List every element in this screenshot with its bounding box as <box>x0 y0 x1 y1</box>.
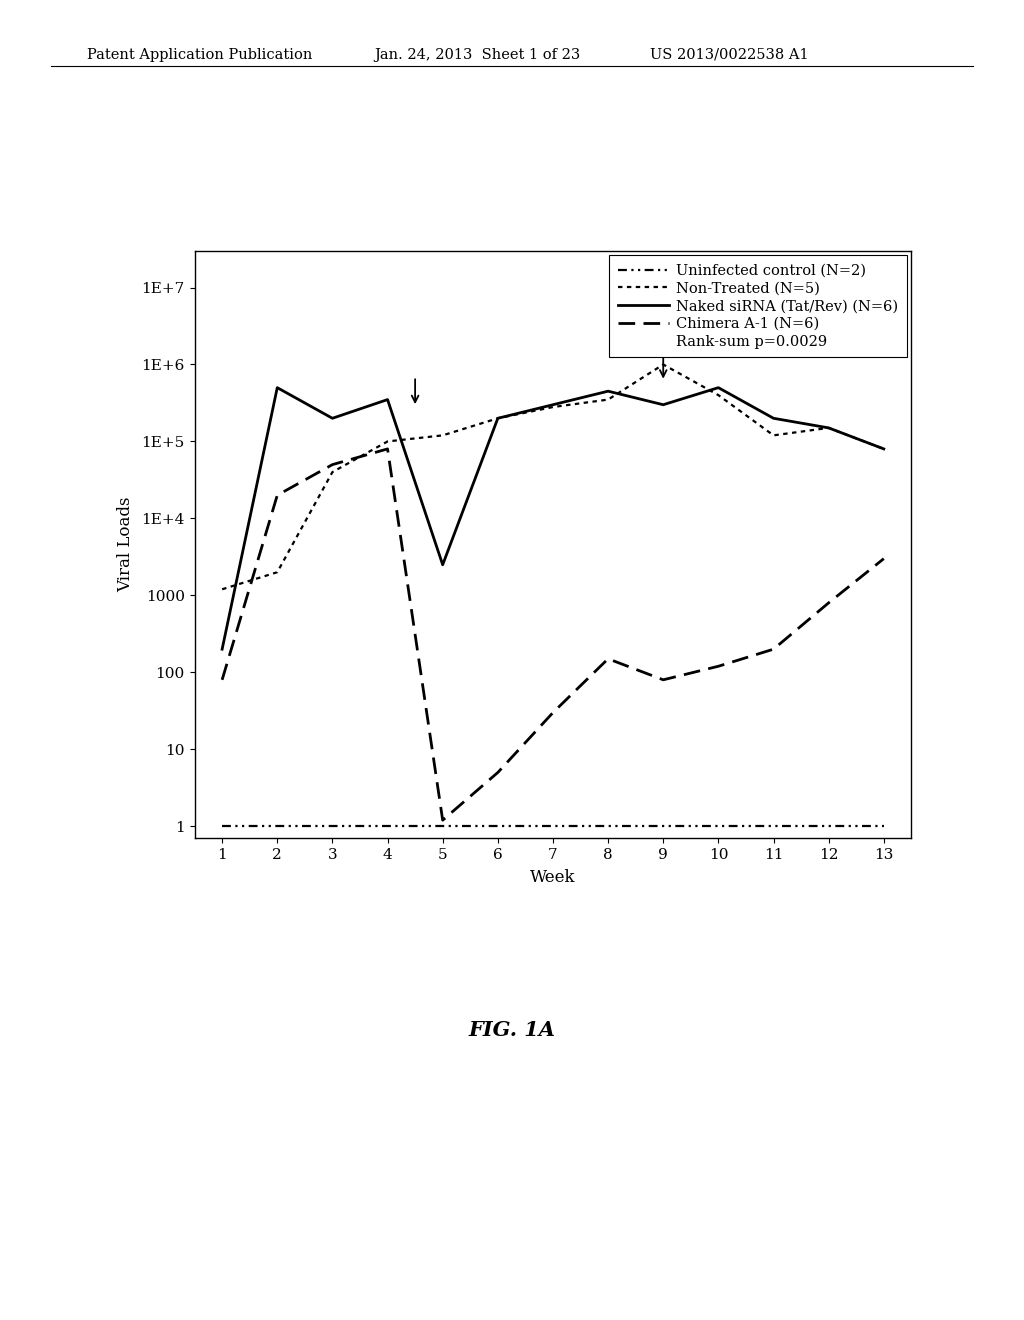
Uninfected control (N=2) <box>767 818 779 834</box>
Text: Jan. 24, 2013  Sheet 1 of 23: Jan. 24, 2013 Sheet 1 of 23 <box>374 48 580 62</box>
Naked siRNA (Tat/Rev) (N=6) <box>327 411 339 426</box>
Legend: Uninfected control (N=2), Non-Treated (N=5), Naked siRNA (Tat/Rev) (N=6), Chimer: Uninfected control (N=2), Non-Treated (N… <box>609 255 907 358</box>
Non-Treated (N=5) <box>602 392 614 408</box>
Uninfected control (N=2) <box>381 818 393 834</box>
Non-Treated (N=5) <box>767 428 779 444</box>
Non-Treated (N=5) <box>713 387 725 403</box>
Chimera A-1 (N=6) <box>216 672 228 688</box>
Chimera A-1 (N=6) <box>381 441 393 457</box>
Uninfected control (N=2) <box>271 818 284 834</box>
Chimera A-1 (N=6) <box>822 595 835 611</box>
Text: US 2013/0022538 A1: US 2013/0022538 A1 <box>650 48 809 62</box>
Non-Treated (N=5) <box>878 441 890 457</box>
Uninfected control (N=2) <box>713 818 725 834</box>
Naked siRNA (Tat/Rev) (N=6) <box>767 411 779 426</box>
Naked siRNA (Tat/Rev) (N=6) <box>602 383 614 399</box>
Naked siRNA (Tat/Rev) (N=6) <box>822 420 835 436</box>
Non-Treated (N=5) <box>327 465 339 480</box>
Non-Treated (N=5) <box>492 411 504 426</box>
Chimera A-1 (N=6) <box>492 764 504 780</box>
Naked siRNA (Tat/Rev) (N=6) <box>492 411 504 426</box>
Naked siRNA (Tat/Rev) (N=6) <box>657 397 670 413</box>
Chimera A-1 (N=6) <box>767 642 779 657</box>
Text: Patent Application Publication: Patent Application Publication <box>87 48 312 62</box>
Chimera A-1 (N=6) <box>602 651 614 667</box>
Naked siRNA (Tat/Rev) (N=6) <box>216 642 228 657</box>
Naked siRNA (Tat/Rev) (N=6) <box>713 380 725 396</box>
Non-Treated (N=5) <box>381 433 393 449</box>
Text: FIG. 1A: FIG. 1A <box>469 1019 555 1040</box>
Uninfected control (N=2) <box>657 818 670 834</box>
Chimera A-1 (N=6) <box>327 457 339 473</box>
Uninfected control (N=2) <box>436 818 449 834</box>
Non-Treated (N=5) <box>547 399 559 414</box>
Uninfected control (N=2) <box>216 818 228 834</box>
X-axis label: Week: Week <box>530 869 575 886</box>
Uninfected control (N=2) <box>547 818 559 834</box>
Naked siRNA (Tat/Rev) (N=6) <box>436 557 449 573</box>
Uninfected control (N=2) <box>822 818 835 834</box>
Chimera A-1 (N=6) <box>436 812 449 828</box>
Non-Treated (N=5) <box>822 420 835 436</box>
Line: Naked siRNA (Tat/Rev) (N=6): Naked siRNA (Tat/Rev) (N=6) <box>222 388 884 649</box>
Non-Treated (N=5) <box>436 428 449 444</box>
Chimera A-1 (N=6) <box>271 487 284 503</box>
Uninfected control (N=2) <box>878 818 890 834</box>
Non-Treated (N=5) <box>657 356 670 372</box>
Chimera A-1 (N=6) <box>547 705 559 721</box>
Chimera A-1 (N=6) <box>657 672 670 688</box>
Naked siRNA (Tat/Rev) (N=6) <box>878 441 890 457</box>
Naked siRNA (Tat/Rev) (N=6) <box>547 397 559 413</box>
Naked siRNA (Tat/Rev) (N=6) <box>381 392 393 408</box>
Chimera A-1 (N=6) <box>713 659 725 675</box>
Chimera A-1 (N=6) <box>878 550 890 566</box>
Line: Non-Treated (N=5): Non-Treated (N=5) <box>222 364 884 589</box>
Uninfected control (N=2) <box>327 818 339 834</box>
Y-axis label: Viral Loads: Viral Loads <box>118 496 134 593</box>
Uninfected control (N=2) <box>492 818 504 834</box>
Uninfected control (N=2) <box>602 818 614 834</box>
Naked siRNA (Tat/Rev) (N=6) <box>271 380 284 396</box>
Non-Treated (N=5) <box>216 581 228 597</box>
Non-Treated (N=5) <box>271 564 284 579</box>
Line: Chimera A-1 (N=6): Chimera A-1 (N=6) <box>222 449 884 820</box>
